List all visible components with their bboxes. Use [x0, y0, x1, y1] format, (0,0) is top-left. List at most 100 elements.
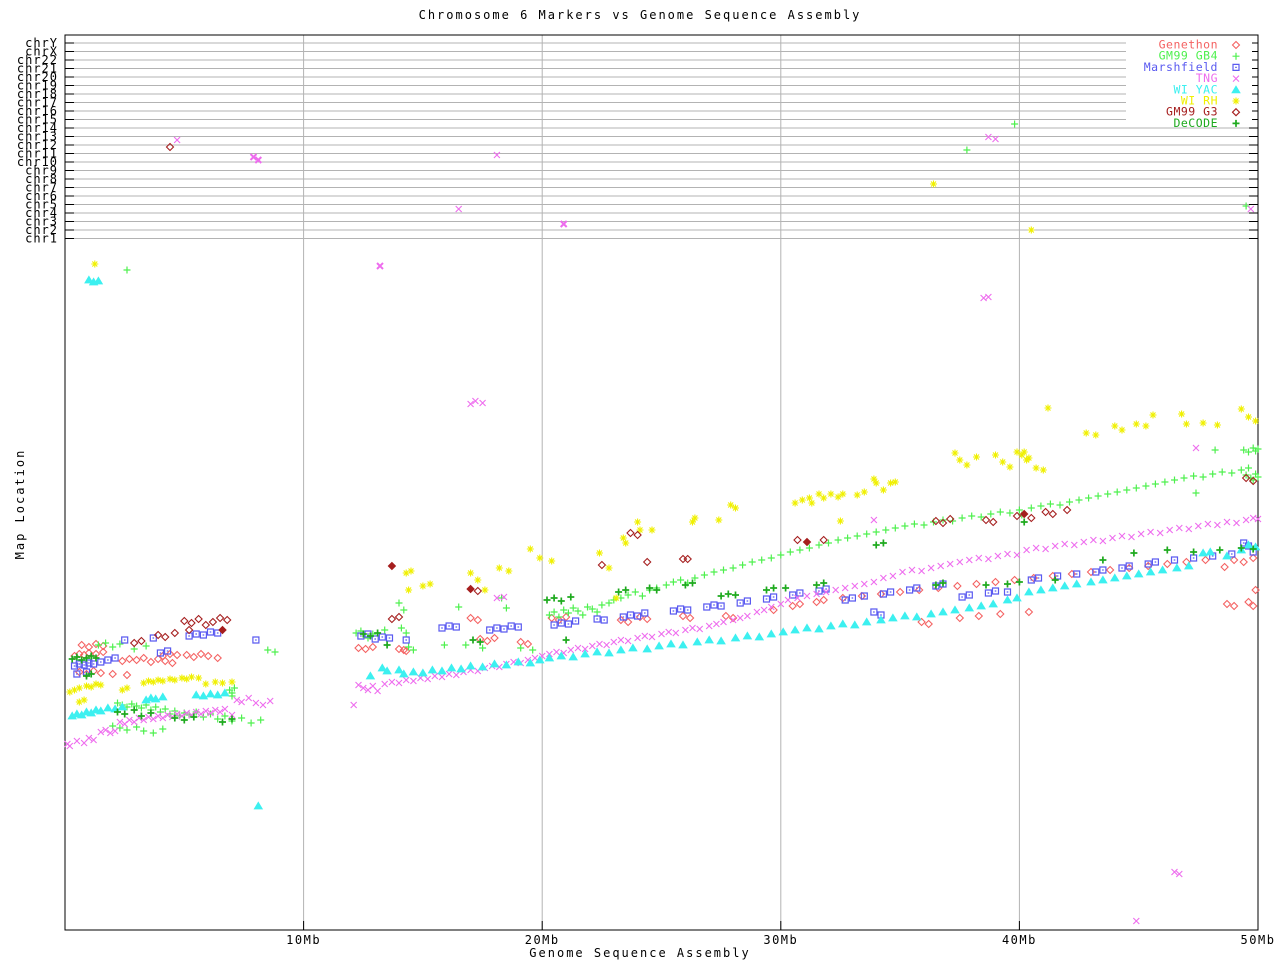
data-point-marker: [96, 668, 106, 678]
data-point-marker: [981, 515, 991, 525]
data-point-marker: [791, 499, 799, 507]
data-point-marker: [87, 670, 95, 678]
data-point-marker: [187, 618, 196, 628]
data-point-marker: [1024, 607, 1034, 617]
data-point-marker: [1205, 547, 1216, 556]
data-point-marker: [1240, 446, 1248, 454]
data-point-marker: [1220, 562, 1229, 572]
data-point-marker: [149, 715, 157, 723]
data-point-marker: [579, 611, 587, 619]
data-point-marker: [426, 580, 434, 588]
data-point-marker: [156, 649, 164, 657]
data-point-marker: [73, 670, 81, 678]
data-point-marker: [1231, 85, 1241, 94]
data-point-marker: [1145, 567, 1156, 576]
data-point-marker: [212, 690, 223, 699]
data-point-marker: [1085, 494, 1093, 502]
y-axis-chromosome-label: chr8: [25, 172, 58, 186]
data-point-marker: [597, 560, 607, 570]
data-point-marker: [1232, 97, 1240, 105]
data-point-marker: [564, 609, 572, 617]
data-point-marker: [616, 645, 626, 654]
data-point-marker: [815, 541, 823, 549]
data-point-marker: [1245, 448, 1252, 456]
data-point-marker: [196, 649, 206, 659]
data-point-marker: [80, 661, 88, 669]
data-point-marker: [815, 490, 823, 498]
data-point-marker: [926, 609, 936, 618]
data-point-marker: [114, 699, 121, 707]
data-point-marker: [963, 146, 971, 154]
data-point-marker: [1118, 564, 1126, 572]
data-point-marker: [839, 490, 847, 498]
data-point-marker: [73, 653, 81, 661]
data-point-marker: [516, 637, 525, 647]
data-point-marker: [850, 620, 860, 629]
data-point-marker: [767, 603, 775, 611]
data-point-marker: [409, 646, 417, 654]
data-point-marker: [128, 700, 136, 708]
data-point-marker: [704, 635, 714, 644]
data-point-marker: [689, 624, 696, 632]
data-point-marker: [1132, 484, 1140, 492]
data-point-marker: [91, 639, 101, 649]
data-point-marker: [394, 644, 404, 654]
data-point-marker: [103, 703, 113, 712]
data-point-marker: [931, 516, 941, 526]
data-point-marker: [252, 699, 260, 707]
data-point-marker: [1025, 454, 1033, 462]
data-point-marker: [767, 554, 775, 562]
data-point-marker: [646, 584, 654, 592]
data-point-marker: [789, 591, 797, 599]
data-point-marker: [557, 619, 565, 627]
data-point-marker: [588, 642, 596, 650]
data-point-marker: [550, 621, 558, 629]
data-point-marker: [1039, 466, 1047, 474]
data-point-marker: [713, 620, 720, 628]
data-point-marker: [900, 611, 910, 620]
data-point-marker: [596, 640, 603, 648]
data-point-marker: [669, 607, 677, 615]
data-point-marker: [691, 514, 699, 522]
data-point-marker: [805, 544, 813, 552]
data-point-marker: [604, 648, 614, 657]
data-point-marker: [359, 684, 367, 692]
data-point-marker: [66, 742, 74, 750]
data-point-marker: [953, 581, 962, 591]
data-point-marker: [483, 636, 492, 646]
data-point-marker: [938, 607, 948, 616]
data-point-marker: [109, 643, 117, 651]
data-point-marker: [118, 686, 126, 694]
data-point-marker: [182, 650, 191, 660]
data-point-marker: [684, 606, 692, 614]
data-point-marker: [207, 709, 214, 717]
data-point-marker: [149, 729, 157, 737]
data-point-marker: [770, 593, 778, 601]
data-point-marker: [721, 611, 731, 621]
data-point-marker: [758, 556, 766, 564]
data-point-marker: [889, 572, 897, 580]
data-point-marker: [87, 683, 95, 691]
data-point-marker: [1111, 422, 1119, 430]
data-point-marker: [872, 528, 880, 536]
data-point-marker: [211, 706, 219, 714]
x-tick-label: 10Mb: [286, 933, 321, 947]
data-point-marker: [514, 623, 522, 631]
data-point-marker: [382, 666, 392, 675]
data-point-marker: [560, 606, 568, 614]
data-point-marker: [1080, 538, 1088, 546]
data-point-marker: [1067, 569, 1077, 579]
data-point-marker: [149, 678, 157, 686]
data-point-marker: [596, 549, 603, 557]
data-point-marker: [939, 579, 947, 587]
data-point-marker: [677, 605, 685, 613]
data-point-marker: [121, 636, 129, 644]
data-point-marker: [548, 557, 556, 565]
x-tick-label: 50Mb: [1241, 933, 1276, 947]
data-point-marker: [500, 625, 508, 633]
data-point-marker: [164, 647, 172, 655]
data-point-marker: [955, 613, 965, 623]
data-point-marker: [1020, 448, 1028, 456]
data-point-marker: [963, 461, 971, 469]
data-point-marker: [489, 659, 500, 668]
